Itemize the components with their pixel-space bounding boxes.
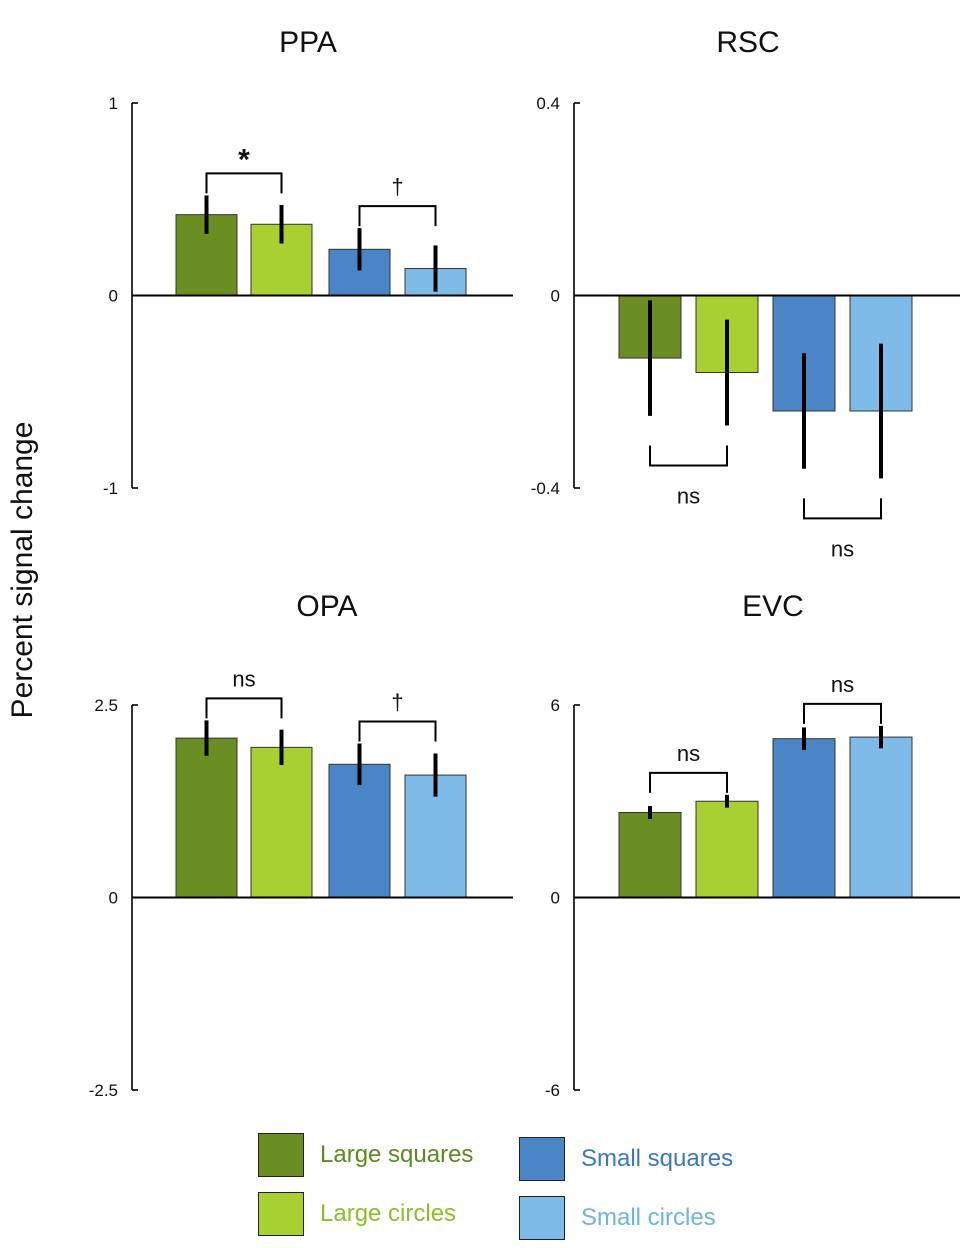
evc-tick-label-zero: 0 xyxy=(551,889,560,908)
ppa-tick-label-zero: 0 xyxy=(109,287,118,306)
opa-tick-label-zero: 0 xyxy=(109,889,118,908)
legend-item-large-circles: Large circles xyxy=(258,1192,456,1236)
opa-title: OPA xyxy=(296,590,357,623)
evc-title: EVC xyxy=(742,590,804,623)
evc-bar-large-squares xyxy=(618,811,682,899)
opa-bar-large-squares xyxy=(175,737,238,898)
legend-item-small-circles: Small circles xyxy=(519,1196,716,1240)
legend-swatch-small-circles xyxy=(519,1196,565,1240)
opa-bar-small-squares xyxy=(328,763,391,898)
rsc-tick-label-bottom: -0.4 xyxy=(531,479,560,498)
legend-label-small-circles: Small circles xyxy=(581,1204,716,1231)
legend-swatch-small-squares xyxy=(519,1137,565,1181)
opa-tick-label-bottom: -2.5 xyxy=(89,1081,118,1100)
evc-tick-label-top: 6 xyxy=(551,696,560,715)
legend-swatch-large-circles xyxy=(258,1192,304,1236)
ppa-tick-label-top: 1 xyxy=(109,94,118,113)
rsc-title: RSC xyxy=(716,26,779,59)
ppa-bracket-1 xyxy=(205,172,283,194)
ppa-significance-label-2: † xyxy=(391,174,403,199)
evc-significance-label-1: ns xyxy=(677,741,700,766)
rsc-bracket-2 xyxy=(803,498,882,520)
evc-bar-small-circles xyxy=(849,736,913,898)
opa-bracket-2 xyxy=(358,720,437,742)
ppa-title: PPA xyxy=(279,26,337,59)
legend-label-large-circles: Large circles xyxy=(320,1200,457,1227)
opa-significance-label-1: ns xyxy=(232,666,255,691)
evc-bar-small-squares xyxy=(772,738,836,898)
rsc-significance-label-2: ns xyxy=(831,536,854,561)
legend-item-small-squares: Small squares xyxy=(519,1137,733,1181)
opa-bar-large-circles xyxy=(250,746,313,898)
rsc-significance-label-1: ns xyxy=(677,483,700,508)
opa-significance-label-2: † xyxy=(391,690,403,715)
legend-swatch-large-squares xyxy=(258,1133,304,1177)
ppa-significance-label-1: * xyxy=(238,143,250,176)
legend-item-large-squares: Large squares xyxy=(258,1133,473,1177)
rsc-tick-label-zero: 0 xyxy=(551,287,560,306)
opa-bracket-1 xyxy=(205,697,283,719)
rsc-tick-label-top: 0.4 xyxy=(536,94,560,113)
rsc-bracket-1 xyxy=(649,445,728,467)
legend-label-small-squares: Small squares xyxy=(581,1145,734,1172)
ppa-tick-label-bottom: -1 xyxy=(103,479,118,498)
evc-significance-label-2: ns xyxy=(831,672,854,697)
evc-bracket-1 xyxy=(649,771,728,793)
evc-tick-label-bottom: -6 xyxy=(545,1081,560,1100)
legend-label-large-squares: Large squares xyxy=(320,1141,474,1168)
opa-tick-label-top: 2.5 xyxy=(94,696,118,715)
evc-bracket-2 xyxy=(803,702,882,724)
ppa-bracket-2 xyxy=(358,205,437,227)
